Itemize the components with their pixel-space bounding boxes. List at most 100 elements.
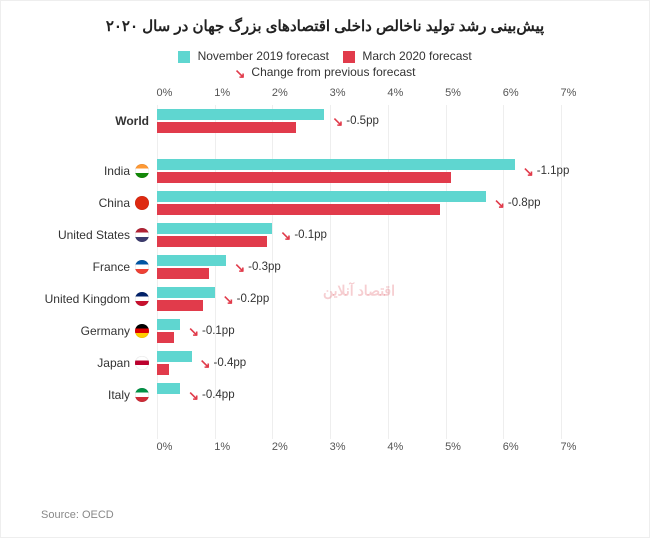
axis-tick: 3% (330, 441, 331, 453)
change-label: ↘-1.1pp (515, 163, 570, 179)
bar-nov (157, 223, 272, 234)
axis-tick: 4% (387, 441, 388, 453)
legend-row-1: November 2019 forecast March 2020 foreca… (29, 49, 621, 63)
arrow-down-icon: ↘ (234, 260, 245, 276)
change-label: ↘-0.5pp (324, 113, 379, 129)
flag-icon (135, 356, 149, 370)
chart-row: World↘-0.5pp (157, 105, 561, 137)
chart-row: United States↘-0.1pp (157, 219, 561, 251)
change-label: ↘-0.1pp (272, 227, 327, 243)
change-value: -0.1pp (202, 325, 235, 337)
change-label: ↘-0.8pp (486, 195, 541, 211)
bar-mar (157, 172, 451, 183)
legend-nov: November 2019 forecast (178, 49, 329, 63)
axis-tick: 4% (387, 87, 388, 99)
row-label-text: France (93, 260, 130, 274)
chart-row: Japan↘-0.4pp (157, 347, 561, 379)
row-label: Italy (29, 388, 157, 402)
axis-bottom: 0% 1% 2% 3% 4% 5% 6% 7% (157, 441, 561, 457)
row-label: United Kingdom (29, 292, 157, 306)
chart-row: United Kingdom↘-0.2pp (157, 283, 561, 315)
axis-top: 0%1%2%3%4%5%6%7% (157, 87, 561, 103)
row-label: United States (29, 228, 157, 242)
change-label: ↘-0.1pp (180, 323, 235, 339)
gridline (561, 105, 562, 439)
axis-tick: 3% (330, 87, 331, 99)
bar-mar (157, 268, 209, 279)
bar-nov (157, 159, 515, 170)
legend-change-label: Change from previous forecast (251, 65, 415, 81)
change-label: ↘-0.2pp (215, 291, 270, 307)
flag-icon (135, 196, 149, 210)
axis-tick: 0% (157, 441, 158, 453)
bar-nov (157, 191, 486, 202)
change-value: -0.2pp (237, 293, 270, 305)
change-label: ↘-0.4pp (192, 355, 247, 371)
arrow-down-icon: ↘ (200, 356, 211, 372)
axis-tick: 5% (445, 441, 446, 453)
bar-nov (157, 319, 180, 330)
flag-icon (135, 292, 149, 306)
change-value: -0.5pp (346, 115, 379, 127)
bar-mar (157, 300, 203, 311)
bar-mar (157, 204, 440, 215)
axis-tick: 7% (561, 441, 562, 453)
bar-mar (157, 122, 296, 133)
bar-nov (157, 287, 215, 298)
axis-tick: 6% (503, 87, 504, 99)
chart-area: 0% 1% 2% 3% 4% 5% 6% 7% World↘-0.5ppIndia↘-1.1p… (157, 87, 561, 457)
arrow-down-icon: ↘ (523, 164, 534, 180)
change-value: -0.8pp (508, 197, 541, 209)
change-value: -0.4pp (214, 357, 247, 369)
bar-mar (157, 332, 174, 343)
bar-mar (157, 236, 267, 247)
row-label-text: China (99, 196, 130, 210)
legend-nov-label: November 2019 forecast (198, 49, 329, 63)
flag-icon (135, 260, 149, 274)
row-label: World (29, 114, 157, 128)
row-label-text: India (104, 164, 130, 178)
chart-container: پیش‌بینی رشد تولید ناخالص داخلی اقتصادها… (0, 0, 650, 538)
change-label: ↘-0.4pp (180, 387, 235, 403)
axis-tick: 2% (272, 87, 273, 99)
change-value: -0.1pp (294, 229, 327, 241)
arrow-down-icon: ↘ (223, 292, 234, 308)
axis-tick: 5% (445, 87, 446, 99)
row-label: Japan (29, 356, 157, 370)
chart-row: France↘-0.3pp (157, 251, 561, 283)
chart-row: Germany↘-0.1pp (157, 315, 561, 347)
arrow-down-icon: ↘ (332, 114, 343, 130)
axis-tick: 6% (503, 441, 504, 453)
arrow-down-icon: ↘ (494, 196, 505, 212)
rows: World↘-0.5ppIndia↘-1.1ppChina↘-0.8ppUnit… (157, 105, 561, 439)
flag-icon (135, 228, 149, 242)
legend-swatch-mar (343, 51, 355, 63)
row-label-text: United States (58, 228, 130, 242)
axis-tick: 1% (214, 441, 215, 453)
legend-swatch-nov (178, 51, 190, 63)
axis-tick: 2% (272, 441, 273, 453)
legend-mar-label: March 2020 forecast (362, 49, 471, 63)
row-label-text: Germany (81, 324, 130, 338)
axis-tick: 7% (561, 87, 562, 99)
flag-icon (135, 324, 149, 338)
row-label: China (29, 196, 157, 210)
row-label-text: World (115, 114, 149, 128)
row-label: India (29, 164, 157, 178)
row-label: Germany (29, 324, 157, 338)
bar-nov (157, 351, 192, 362)
flag-icon (135, 388, 149, 402)
row-separator (157, 137, 561, 155)
flag-icon (135, 164, 149, 178)
row-label-text: Italy (108, 388, 130, 402)
legend-mar: March 2020 forecast (343, 49, 472, 63)
arrow-down-icon: ↘ (188, 388, 199, 404)
bar-mar (157, 364, 169, 375)
chart-title: پیش‌بینی رشد تولید ناخالص داخلی اقتصادها… (29, 17, 621, 35)
change-value: -1.1pp (537, 165, 570, 177)
bar-nov (157, 255, 226, 266)
bar-nov (157, 383, 180, 394)
change-label: ↘-0.3pp (226, 259, 281, 275)
row-label-text: Japan (97, 356, 130, 370)
arrow-down-icon: ↘ (280, 228, 291, 244)
